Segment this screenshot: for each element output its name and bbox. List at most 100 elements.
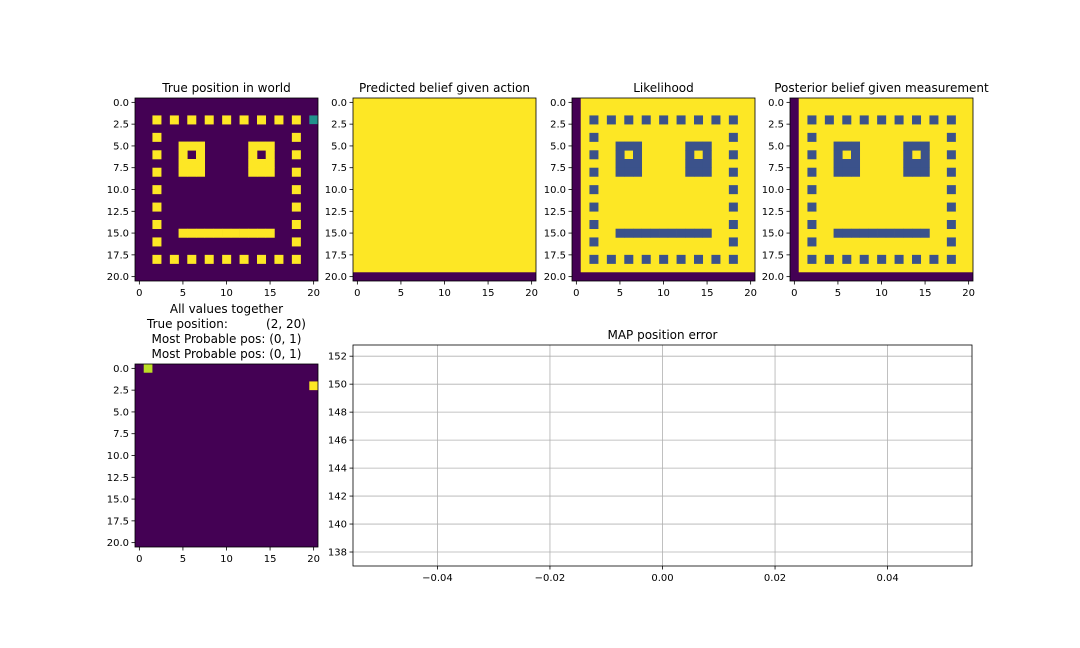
heatmap-cell	[685, 167, 695, 177]
heatmap-cell	[248, 159, 258, 169]
heatmap-cell	[222, 254, 232, 264]
heatmap-cell	[702, 141, 712, 151]
x-tick-label: 0	[136, 288, 142, 299]
heatmap-cell	[912, 254, 922, 264]
heatmap-cell	[274, 254, 284, 264]
x-tick-label: 20	[962, 288, 975, 299]
heatmap-cell	[807, 150, 817, 160]
y-tick-label: 15.0	[544, 229, 566, 240]
chart-title: True position in world	[161, 81, 290, 95]
heatmap-cell	[903, 159, 913, 169]
heatmap-cell	[694, 141, 704, 151]
heatmap-cell	[204, 254, 214, 264]
x-tick-label: 5	[180, 554, 186, 565]
heatmap-cell	[230, 228, 240, 238]
heatmap-cell	[702, 150, 712, 160]
heatmap-cell	[912, 115, 922, 125]
heatmap-cell	[833, 150, 843, 160]
heatmap-cell	[920, 159, 930, 169]
heatmap-background	[135, 364, 318, 547]
heatmap-cell	[265, 228, 275, 238]
heatmap-cell	[257, 254, 267, 264]
heatmap-cell	[152, 237, 162, 247]
heatmap-edge-row	[790, 272, 973, 281]
heatmap-cell	[589, 132, 599, 142]
heatmap-cell	[152, 185, 162, 195]
y-tick-label: 0.0	[768, 98, 784, 109]
heatmap-cell	[291, 220, 301, 230]
heatmap-cell	[196, 150, 206, 160]
heatmap-cell	[624, 167, 634, 177]
y-tick-label: 20.0	[107, 538, 129, 549]
heatmap-cell	[641, 115, 651, 125]
heatmap-cell	[711, 115, 721, 125]
heatmap-cell	[248, 228, 258, 238]
heatmap-cell	[728, 185, 738, 195]
heatmap-cell	[702, 167, 712, 177]
heatmap-cell	[291, 150, 301, 160]
y-tick-label: 7.5	[113, 429, 129, 440]
heatmap-cell	[291, 167, 301, 177]
heatmap-edge-col	[790, 98, 799, 281]
heatmap-cell	[633, 159, 643, 169]
x-tick-label: 0.02	[764, 573, 786, 584]
heatmap-cell	[842, 159, 852, 169]
heatmap-cell	[903, 150, 913, 160]
heatmap-cell	[946, 115, 956, 125]
heatmap-cell	[589, 167, 599, 177]
heatmap-cell	[291, 185, 301, 195]
heatmap-cell	[903, 228, 913, 238]
heatmap-cell	[676, 228, 686, 238]
y-tick-label: 5.0	[768, 141, 784, 152]
chart-title-line-1: True position: (2, 20)	[146, 317, 306, 331]
x-tick-label: 15	[919, 288, 932, 299]
heatmap-cell	[257, 228, 267, 238]
x-tick-label: 15	[482, 288, 495, 299]
heatmap-cell	[920, 150, 930, 160]
y-tick-label: 20.0	[544, 272, 566, 283]
y-tick-label: 152	[328, 352, 347, 363]
heatmap-cell	[851, 228, 861, 238]
heatmap-cell	[824, 254, 834, 264]
heatmap-cell	[589, 150, 599, 160]
heatmap-cell	[833, 159, 843, 169]
x-tick-label: 20	[307, 554, 320, 565]
y-tick-label: 138	[328, 548, 347, 559]
heatmap-cell	[589, 237, 599, 247]
heatmap-cell	[694, 228, 704, 238]
x-tick-label: 5	[617, 288, 623, 299]
heatmap-cell	[711, 254, 721, 264]
y-tick-label: 2.5	[768, 120, 784, 131]
y-tick-label: 20.0	[325, 272, 347, 283]
heatmap-cell	[946, 220, 956, 230]
heatmap-cell	[248, 167, 258, 177]
heatmap-panel-2	[568, 97, 756, 285]
heatmap-cell	[274, 115, 284, 125]
heatmap-cell	[196, 228, 206, 238]
heatmap-cell	[667, 228, 677, 238]
heatmap-cell	[196, 159, 206, 169]
heatmap-cell	[694, 254, 704, 264]
heatmap-edge-row	[572, 272, 755, 281]
heatmap-cell	[152, 132, 162, 142]
y-tick-label: 0.0	[113, 98, 129, 109]
heatmap-cell	[169, 115, 179, 125]
x-tick-label: 10	[875, 288, 888, 299]
heatmap-background	[353, 98, 536, 281]
heatmap-cell	[589, 115, 599, 125]
heatmap-cell	[222, 228, 232, 238]
heatmap-cell	[187, 254, 197, 264]
heatmap-cell	[152, 167, 162, 177]
y-tick-label: 20.0	[107, 272, 129, 283]
heatmap-cell	[291, 202, 301, 212]
x-tick-label: −0.02	[535, 573, 566, 584]
heatmap-cell	[912, 141, 922, 151]
heatmap-cell	[589, 202, 599, 212]
heatmap-cell	[624, 159, 634, 169]
x-tick-label: 10	[657, 288, 670, 299]
y-tick-label: 5.0	[113, 407, 129, 418]
heatmap-cell	[885, 228, 895, 238]
chart-title: Predicted belief given action	[359, 81, 530, 95]
x-tick-label: 0	[354, 288, 360, 299]
heatmap-cell	[187, 115, 197, 125]
